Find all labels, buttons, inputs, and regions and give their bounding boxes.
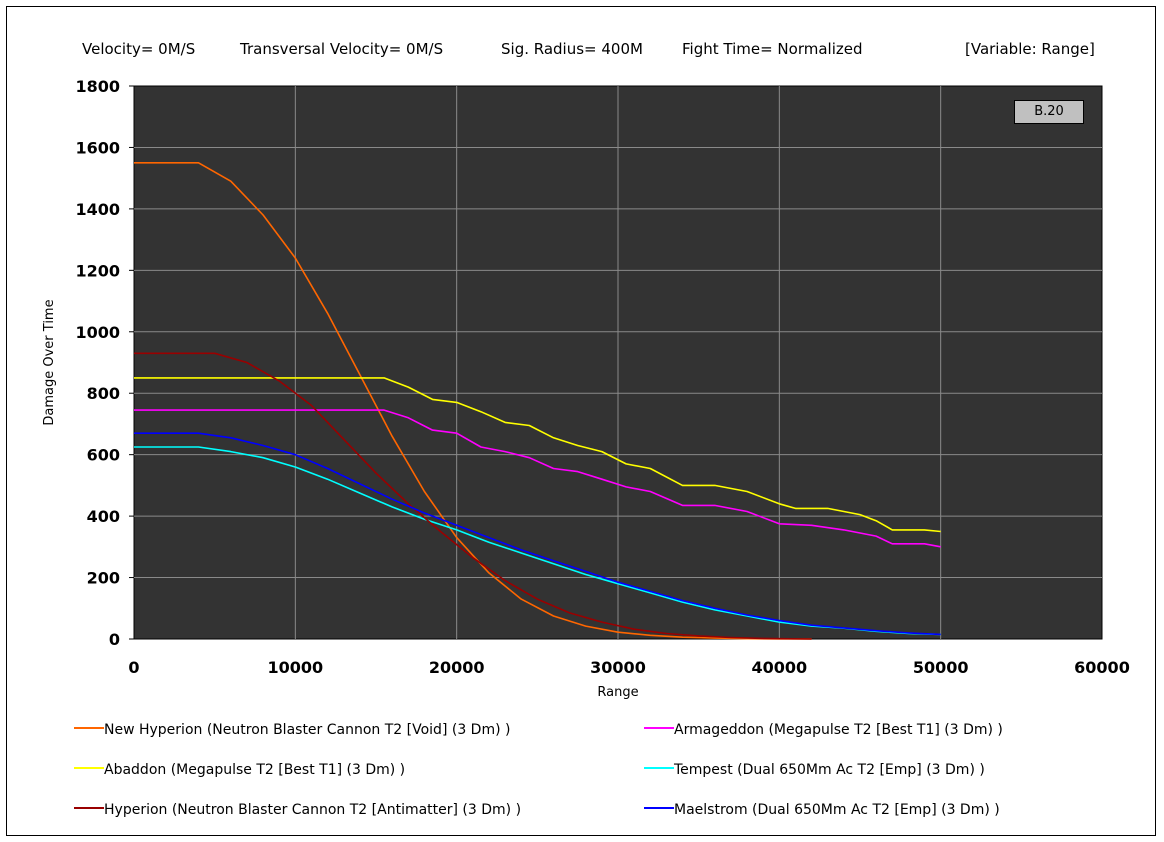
legend-item: New Hyperion (Neutron Blaster Cannon T2 … [74, 722, 510, 738]
legend-swatch [74, 767, 104, 769]
header-fight-time: Fight Time= Normalized [682, 40, 863, 58]
header-transversal-velocity: Transversal Velocity= 0M/S [240, 40, 444, 58]
tick-labels: 0 10000 20000 30000 40000 50000 60000 0 200 400 60… [75, 77, 1129, 677]
y-tick-label: 1800 [75, 77, 120, 96]
legend-label: Abaddon (Megapulse T2 [Best T1] (3 Dm) ) [104, 762, 406, 778]
x-tick-label: 50000 [913, 658, 969, 677]
x-tick-label: 10000 [267, 658, 323, 677]
legend-swatch [74, 807, 104, 809]
series-line-1 [134, 162, 812, 640]
series-line-5 [134, 352, 812, 640]
y-tick-label: 0 [109, 630, 120, 649]
header-velocity: Velocity= 0M/S [82, 40, 196, 58]
legend-item: Tempest (Dual 650Mm Ac T2 [Emp] (3 Dm) ) [644, 762, 985, 778]
series-line-2 [134, 409, 941, 548]
legend-item: Armageddon (Megapulse T2 [Best T1] (3 Dm… [644, 722, 1003, 738]
header-sig-radius: Sig. Radius= 400M [501, 40, 643, 58]
series-line-6 [134, 432, 941, 636]
legend-swatch [644, 727, 674, 729]
y-tick-label: 400 [87, 507, 120, 526]
legend-swatch [644, 807, 674, 809]
legend-item: Hyperion (Neutron Blaster Cannon T2 [Ant… [74, 802, 521, 818]
legend-swatch [74, 727, 104, 729]
legend-label: Hyperion (Neutron Blaster Cannon T2 [Ant… [104, 802, 522, 818]
legend-label: Armageddon (Megapulse T2 [Best T1] (3 Dm… [674, 722, 1003, 738]
x-tick-label: 60000 [1074, 658, 1130, 677]
legend-label: Maelstrom (Dual 650Mm Ac T2 [Emp] (3 Dm)… [674, 802, 1000, 818]
series-layer [134, 162, 941, 640]
legend-label: New Hyperion (Neutron Blaster Cannon T2 … [104, 722, 511, 738]
legend-item: Abaddon (Megapulse T2 [Best T1] (3 Dm) ) [74, 762, 405, 778]
y-tick-label: 800 [87, 384, 120, 403]
y-tick-label: 200 [87, 569, 120, 588]
version-badge: B.20 [1014, 100, 1084, 124]
legend-swatch [644, 767, 674, 769]
series-line-3 [134, 377, 941, 533]
y-tick-label: 1200 [75, 261, 120, 280]
y-tick-label: 1600 [75, 138, 120, 157]
x-axis-title: Range [597, 685, 638, 700]
legend-item: Maelstrom (Dual 650Mm Ac T2 [Emp] (3 Dm)… [644, 802, 1000, 818]
legend-label: Tempest (Dual 650Mm Ac T2 [Emp] (3 Dm) ) [674, 762, 985, 778]
header-variable: [Variable: Range] [965, 40, 1095, 58]
x-tick-label: 20000 [429, 658, 485, 677]
series-line-4 [134, 446, 941, 636]
x-tick-label: 0 [128, 658, 139, 677]
x-tick-label: 40000 [751, 658, 807, 677]
x-tick-label: 30000 [590, 658, 646, 677]
y-axis-title: Damage Over Time [42, 299, 57, 425]
y-tick-label: 1400 [75, 200, 120, 219]
y-tick-label: 1000 [75, 323, 120, 342]
y-tick-label: 600 [87, 446, 120, 465]
